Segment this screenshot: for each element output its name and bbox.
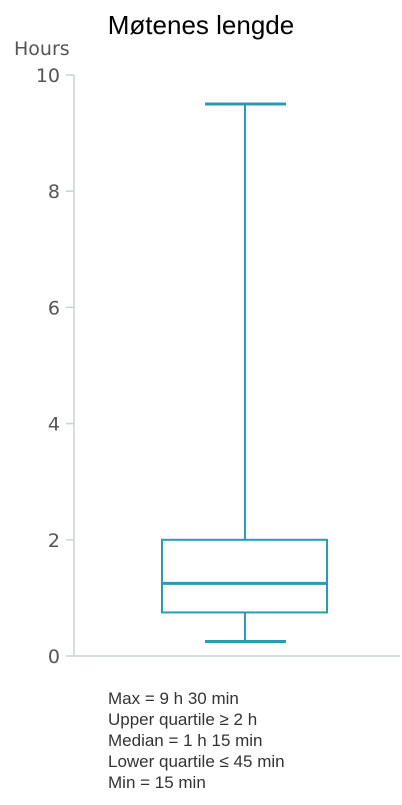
interquartile-box: [161, 538, 328, 614]
y-tick-label: 2: [48, 530, 60, 552]
y-tick-label: 0: [48, 646, 60, 668]
chart-title: Møtenes lengde: [107, 10, 295, 40]
stat-median: Median = 1 h 15 min: [108, 731, 263, 750]
box-plot: [161, 102, 328, 643]
stat-min: Min = 15 min: [108, 773, 206, 792]
y-axis-unit-label: Hours: [14, 38, 70, 60]
stats-summary: Max = 9 h 30 min Upper quartile ≥ 2 h Me…: [108, 688, 285, 793]
y-tick-label: 8: [48, 181, 60, 203]
y-tick-label: 10: [36, 65, 60, 87]
y-axis: 0 2 4 6 8 10: [36, 65, 75, 668]
stat-max: Max = 9 h 30 min: [108, 689, 239, 708]
boxplot-chart: 0 2 4 6 8 10: [36, 65, 400, 668]
stat-upper-quartile: Upper quartile ≥ 2 h: [108, 710, 258, 729]
y-tick-label: 6: [48, 297, 60, 319]
y-tick-label: 4: [48, 414, 60, 436]
stat-lower-quartile: Lower quartile ≤ 45 min: [108, 752, 285, 771]
